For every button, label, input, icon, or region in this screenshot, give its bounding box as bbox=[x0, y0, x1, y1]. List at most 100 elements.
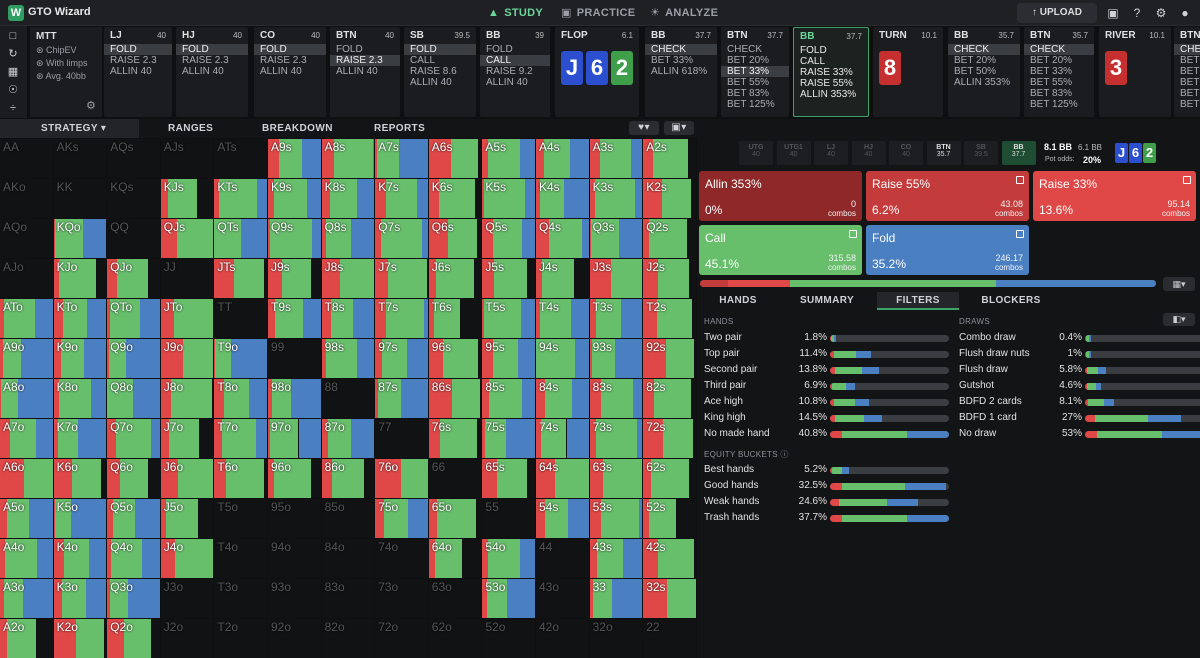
node-turn-10[interactable]: TURN 10.1 8 bbox=[873, 27, 943, 117]
hand-cell[interactable]: J7o bbox=[160, 419, 214, 458]
save-icon[interactable]: ▦ bbox=[7, 66, 19, 78]
hand-cell[interactable]: J5o bbox=[160, 499, 214, 538]
filter-mode-icon[interactable]: ◧▾ bbox=[1163, 313, 1195, 326]
node-action[interactable]: CHECK bbox=[645, 44, 717, 55]
tab-blockers[interactable]: BLOCKERS bbox=[981, 295, 1041, 306]
hand-cell[interactable]: AQo bbox=[0, 219, 53, 258]
filter-row-draw[interactable]: No draw 53% bbox=[959, 427, 1200, 441]
hand-cell[interactable]: 82s bbox=[643, 379, 696, 418]
hand-cell[interactable]: 65o bbox=[428, 499, 482, 538]
hand-cell[interactable]: 76o bbox=[375, 459, 428, 498]
hand-cell[interactable]: 83o bbox=[321, 579, 375, 618]
hand-cell[interactable]: 96s bbox=[428, 339, 482, 378]
hand-cell[interactable]: A3o bbox=[0, 579, 53, 618]
reset-icon[interactable]: ↻ bbox=[8, 48, 18, 60]
hand-cell[interactable]: QTo bbox=[107, 299, 160, 338]
node-action[interactable]: BET 50% bbox=[954, 66, 997, 77]
node-action[interactable]: RAISE 2.3 bbox=[260, 55, 307, 66]
hand-cell[interactable]: J9o bbox=[160, 339, 214, 378]
node-action[interactable]: BET 55% bbox=[1030, 77, 1073, 88]
hand-cell[interactable]: T9s bbox=[268, 299, 321, 338]
hand-cell[interactable]: 73o bbox=[375, 579, 428, 618]
hand-cell[interactable]: 22 bbox=[643, 619, 696, 658]
node-action[interactable]: ALLIN 40 bbox=[486, 77, 528, 88]
user-icon[interactable]: ● bbox=[1181, 6, 1189, 20]
node-action[interactable]: BET bbox=[1180, 77, 1200, 88]
hand-cell[interactable]: A8o bbox=[0, 379, 53, 418]
hand-cell[interactable]: 99 bbox=[268, 339, 321, 378]
hand-cell[interactable]: 72s bbox=[643, 419, 696, 458]
hand-cell[interactable]: 97s bbox=[375, 339, 428, 378]
hand-cell[interactable]: 76s bbox=[428, 419, 482, 458]
hand-cell[interactable]: 63s bbox=[589, 459, 643, 498]
tab-breakdown[interactable]: BREAKDOWN bbox=[262, 123, 333, 134]
node-action[interactable]: RAISE 2.3 bbox=[110, 55, 157, 66]
hand-cell[interactable]: Q2o bbox=[107, 619, 160, 658]
hand-cell[interactable]: 83s bbox=[589, 379, 643, 418]
settings-icon[interactable]: ⚙ bbox=[1155, 6, 1167, 20]
hand-cell[interactable]: 42o bbox=[536, 619, 589, 658]
hand-cell[interactable]: 98o bbox=[268, 379, 321, 418]
hand-cell[interactable]: AKo bbox=[0, 179, 53, 218]
node-bb-5[interactable]: BB 39 FOLD CALL RAISE 9.2 ALLIN 40 bbox=[480, 27, 550, 117]
node-action[interactable]: CALL bbox=[410, 55, 436, 66]
hand-cell[interactable]: 43o bbox=[536, 579, 589, 618]
hand-cell[interactable]: Q9s bbox=[268, 219, 321, 258]
hand-cell[interactable]: A2s bbox=[643, 139, 696, 178]
gear-icon[interactable]: ⚙ bbox=[86, 100, 96, 112]
action-call[interactable]: Call 45.1% 315.58 combos bbox=[699, 225, 862, 275]
gamepad-icon[interactable]: ☉ bbox=[8, 84, 18, 96]
node-action[interactable]: BET bbox=[1180, 66, 1200, 77]
hand-cell[interactable]: KTo bbox=[53, 299, 107, 338]
node-action[interactable]: BET 33% bbox=[721, 66, 789, 77]
hand-cell[interactable]: 87s bbox=[375, 379, 428, 418]
hand-cell[interactable]: 43s bbox=[589, 539, 643, 578]
hand-cell[interactable]: A9s bbox=[268, 139, 321, 178]
hand-cell[interactable]: T4s bbox=[536, 299, 589, 338]
node-sb-4[interactable]: SB 39.5 FOLD CALL RAISE 8.6 ALLIN 40 bbox=[404, 27, 476, 117]
seat-lj[interactable]: LJ 40 bbox=[814, 141, 848, 165]
hand-cell[interactable]: AQs bbox=[107, 139, 160, 178]
node-action[interactable]: BET 55% bbox=[727, 77, 770, 88]
hand-cell[interactable]: JJ bbox=[160, 259, 214, 298]
node-action[interactable]: RAISE 2.3 bbox=[182, 55, 229, 66]
hand-cell[interactable]: T7s bbox=[375, 299, 428, 338]
hand-cell[interactable]: T8o bbox=[214, 379, 267, 418]
hand-cell[interactable]: 87o bbox=[321, 419, 375, 458]
hand-cell[interactable]: 84s bbox=[536, 379, 589, 418]
node-bb-7[interactable]: BB 37.7 CHECK BET 33% ALLIN 618% bbox=[645, 27, 717, 117]
hand-cell[interactable]: KQs bbox=[107, 179, 160, 218]
node-action[interactable]: BET bbox=[1180, 88, 1200, 99]
hand-cell[interactable]: A5s bbox=[482, 139, 535, 178]
hand-cell[interactable]: AJo bbox=[0, 259, 53, 298]
hand-cell[interactable]: T7o bbox=[214, 419, 267, 458]
node-action[interactable]: RAISE 33% bbox=[800, 67, 853, 78]
tab-hands[interactable]: HANDS bbox=[719, 295, 757, 306]
filter-row-hand[interactable]: Second pair 13.8% bbox=[704, 363, 949, 377]
tab-study[interactable]: ▲ STUDY bbox=[488, 0, 543, 26]
hand-cell[interactable]: KQo bbox=[53, 219, 107, 258]
node-action[interactable]: BET 125% bbox=[727, 99, 775, 110]
upload-button[interactable]: ↑ UPLOAD bbox=[1017, 3, 1097, 23]
node-action[interactable]: BET 20% bbox=[1030, 55, 1073, 66]
node-hj-1[interactable]: HJ 40 FOLD RAISE 2.3 ALLIN 40 bbox=[176, 27, 248, 117]
hand-cell[interactable]: Q7s bbox=[375, 219, 428, 258]
hand-cell[interactable]: A5o bbox=[0, 499, 53, 538]
node-action[interactable]: BET bbox=[1180, 99, 1200, 110]
node-action[interactable]: BET 125% bbox=[1030, 99, 1078, 110]
hand-cell[interactable]: K9s bbox=[268, 179, 321, 218]
node-action[interactable]: CHE bbox=[1174, 44, 1200, 55]
node-action[interactable]: ALLIN 40 bbox=[110, 66, 152, 77]
gto-wizard-logo-icon[interactable]: W bbox=[8, 5, 24, 21]
hand-cell[interactable]: 98s bbox=[321, 339, 375, 378]
node-action[interactable]: FOLD bbox=[336, 44, 363, 55]
hand-cell[interactable]: KJs bbox=[160, 179, 214, 218]
filter-row-draw[interactable]: BDFD 2 cards 8.1% bbox=[959, 395, 1200, 409]
seat-utg[interactable]: UTG 40 bbox=[739, 141, 773, 165]
hand-cell[interactable]: T6s bbox=[428, 299, 482, 338]
filter-row-draw[interactable]: Gutshot 4.6% bbox=[959, 379, 1200, 393]
hand-cell[interactable]: 66 bbox=[428, 459, 482, 498]
hand-cell[interactable]: 95s bbox=[482, 339, 535, 378]
node-action[interactable]: ALLIN 40 bbox=[260, 66, 302, 77]
display-mode-icon[interactable]: ▣▾ bbox=[664, 121, 694, 135]
